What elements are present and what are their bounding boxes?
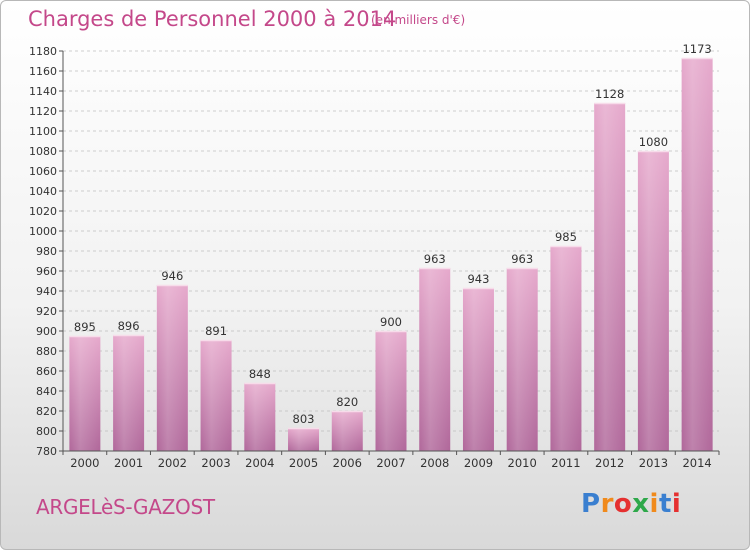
x-tick-label: 2006 xyxy=(333,456,362,470)
axis-layer: 780 800 820 840 860 880 900 920 940 960 980 1000 102… xyxy=(29,45,720,470)
x-tick-label: 2001 xyxy=(114,456,143,470)
x-tick-label: 2000 xyxy=(70,456,99,470)
chart-subtitle: (en milliers d'€) xyxy=(371,13,466,27)
y-tick-label: 920 xyxy=(36,305,57,318)
y-tick-label: 980 xyxy=(36,245,57,258)
logo-letter: i xyxy=(649,489,659,519)
y-tick-label: 780 xyxy=(36,445,57,458)
data-label: 1128 xyxy=(595,87,624,101)
data-label: 1173 xyxy=(682,42,711,56)
x-tick-label: 2010 xyxy=(508,456,537,470)
logo-letter: i xyxy=(671,489,682,519)
x-tick-label: 2004 xyxy=(245,456,274,470)
x-tick-label: 2013 xyxy=(639,456,668,470)
bar-shine-2000 xyxy=(69,336,101,451)
x-tick-label: 2007 xyxy=(376,456,405,470)
data-label: 963 xyxy=(511,252,533,266)
logo-letter: r xyxy=(600,489,614,519)
y-tick-label: 1080 xyxy=(29,145,57,158)
proxiti-logo: Proxiti xyxy=(581,489,681,519)
y-tick-label: 1180 xyxy=(29,45,57,58)
x-tick-label: 2011 xyxy=(551,456,580,470)
bars-layer: 895 896 946 891 848 803 820 900 963 943 963 985 1128… xyxy=(69,42,713,451)
data-label: 891 xyxy=(205,324,227,338)
data-label: 896 xyxy=(118,319,140,333)
y-tick-label: 820 xyxy=(36,405,57,418)
y-tick-label: 880 xyxy=(36,345,57,358)
data-label: 946 xyxy=(161,269,183,283)
y-tick-label: 840 xyxy=(36,385,57,398)
bar-shine-2005 xyxy=(288,428,320,451)
logo-letter: P xyxy=(581,489,601,519)
logo-letter: t xyxy=(658,489,672,519)
y-tick-label: 1000 xyxy=(29,225,57,238)
bar-shine-2010 xyxy=(506,268,538,451)
x-tick-label: 2005 xyxy=(289,456,318,470)
bar-shine-2008 xyxy=(419,268,451,451)
data-label: 963 xyxy=(424,252,446,266)
y-tick-label: 900 xyxy=(36,325,57,338)
bar-shine-2011 xyxy=(550,246,582,451)
y-tick-label: 1120 xyxy=(29,105,57,118)
y-tick-label: 1100 xyxy=(29,125,57,138)
x-tick-label: 2009 xyxy=(464,456,493,470)
logo-letter: x xyxy=(632,489,650,519)
chart-title: Charges de Personnel 2000 à 2014 xyxy=(28,7,397,31)
bar-shine-2001 xyxy=(113,335,145,451)
y-tick-label: 940 xyxy=(36,285,57,298)
y-tick-label: 960 xyxy=(36,265,57,278)
place-name: ARGELèS-GAZOST xyxy=(36,495,215,519)
data-label: 900 xyxy=(380,315,402,329)
x-tick-label: 2002 xyxy=(158,456,187,470)
bar-shine-2004 xyxy=(244,383,276,451)
data-label: 820 xyxy=(336,395,358,409)
x-tick-label: 2014 xyxy=(682,456,711,470)
bar-shine-2012 xyxy=(594,103,626,451)
data-label: 895 xyxy=(74,320,96,334)
data-label: 803 xyxy=(293,412,315,426)
bar-shine-2014 xyxy=(681,58,713,451)
x-tick-label: 2012 xyxy=(595,456,624,470)
y-tick-label: 1020 xyxy=(29,205,57,218)
bar-shine-2013 xyxy=(637,151,669,451)
y-tick-label: 860 xyxy=(36,365,57,378)
bar-shine-2003 xyxy=(200,340,232,451)
data-label: 943 xyxy=(467,272,489,286)
data-label: 848 xyxy=(249,367,271,381)
bar-shine-2002 xyxy=(156,285,188,451)
y-tick-label: 1060 xyxy=(29,165,57,178)
logo-letter: o xyxy=(613,489,633,519)
bar-shine-2006 xyxy=(331,411,363,451)
x-tick-label: 2003 xyxy=(201,456,230,470)
data-label: 985 xyxy=(555,230,577,244)
y-tick-label: 1040 xyxy=(29,185,57,198)
y-tick-label: 800 xyxy=(36,425,57,438)
y-tick-label: 1140 xyxy=(29,85,57,98)
bar-shine-2007 xyxy=(375,331,407,451)
data-label: 1080 xyxy=(639,135,668,149)
y-tick-label: 1160 xyxy=(29,65,57,78)
bar-shine-2009 xyxy=(462,288,494,451)
x-tick-label: 2008 xyxy=(420,456,449,470)
